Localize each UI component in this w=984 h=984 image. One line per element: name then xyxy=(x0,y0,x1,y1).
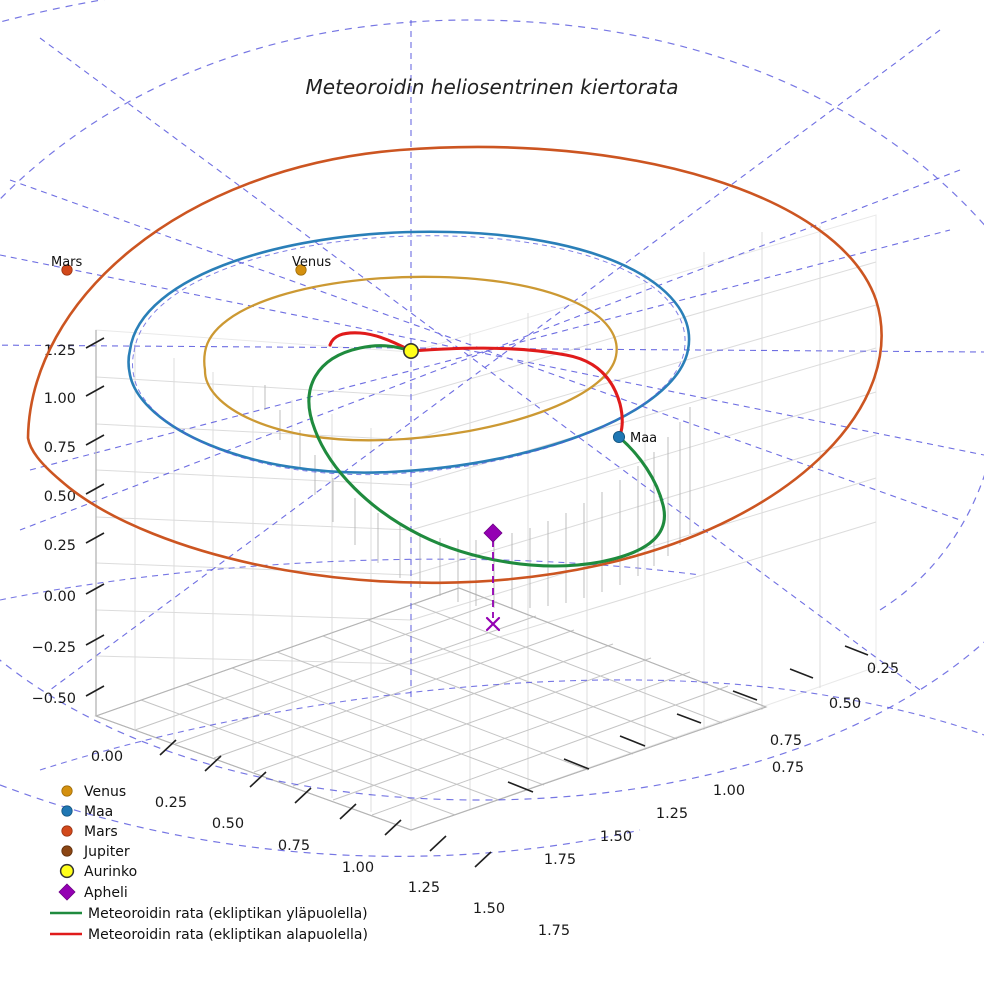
legend-item-venus[interactable]: Venus xyxy=(61,784,126,800)
venus-label: Venus xyxy=(292,255,331,270)
z-tick-labels: 1.25 1.00 0.75 0.50 0.25 0.00 −0.25 −0.5… xyxy=(32,343,76,707)
legend-label: Mars xyxy=(84,824,118,840)
y-tick-label: 1.00 xyxy=(713,783,745,799)
y-tick-labels-2: 0.75 1.00 1.25 1.50 1.75 xyxy=(544,733,802,868)
z-tick-label: 0.75 xyxy=(44,440,76,456)
legend-label: Meteoroidin rata (ekliptikan alapuolella… xyxy=(88,927,368,943)
mars-orbit xyxy=(26,145,883,585)
legend-item-meteoroid-below[interactable]: Meteoroidin rata (ekliptikan alapuolella… xyxy=(50,927,368,943)
legend-marker-apheli-icon xyxy=(58,883,76,901)
venus-orbit xyxy=(203,275,618,442)
legend-item-aurinko[interactable]: Aurinko xyxy=(59,863,138,880)
sun-marker xyxy=(402,342,419,359)
legend-label: Venus xyxy=(84,784,126,800)
right-pane-grid xyxy=(410,226,877,810)
meteoroid-orbit-above-ecliptic xyxy=(307,344,666,568)
page-title: Meteoroidin heliosentrinen kiertorata xyxy=(306,75,679,99)
z-tick-label: 0.50 xyxy=(44,489,76,505)
x-tick-label: 0.75 xyxy=(278,838,310,854)
z-tick-label: −0.50 xyxy=(32,691,76,707)
y-tick-label: 0.75 xyxy=(770,733,802,749)
legend-label: Jupiter xyxy=(83,844,130,860)
legend-label: Meteoroidin rata (ekliptikan yläpuolella… xyxy=(88,906,368,922)
x-tick-label: 1.75 xyxy=(538,923,570,939)
y-tick-label: 1.75 xyxy=(544,852,576,868)
x-tick-labels: 0.00 0.25 0.50 0.75 1.00 1.25 1.50 1.75 xyxy=(91,749,570,939)
x-tick-label: 0.50 xyxy=(212,816,244,832)
legend-marker-aurinko-icon xyxy=(59,863,75,879)
legend-item-jupiter[interactable]: Jupiter xyxy=(61,844,130,860)
z-tick-label: 0.00 xyxy=(44,589,76,605)
floor-grid xyxy=(95,587,767,831)
x-tick-label: 0.25 xyxy=(155,795,187,811)
mars-label: Mars xyxy=(51,255,83,270)
left-pane-grid xyxy=(95,344,412,812)
earth-label: Maa xyxy=(630,431,657,446)
legend: Venus Maa Mars Jupiter Aurinko Apheli xyxy=(50,784,368,943)
y-tick-label: 0.75 xyxy=(772,760,804,776)
legend-marker-venus-icon xyxy=(61,785,73,797)
projection-dashed-lines xyxy=(0,20,984,700)
y-tick-label: 1.50 xyxy=(600,829,632,845)
legend-label: Maa xyxy=(84,804,113,820)
meteoroid-orbit-below-ecliptic xyxy=(328,331,413,353)
legend-item-meteoroid-above[interactable]: Meteoroidin rata (ekliptikan yläpuolella… xyxy=(50,906,368,922)
x-tick-label: 0.00 xyxy=(91,749,123,765)
z-tick-label: 0.25 xyxy=(44,538,76,554)
y-tick-labels: 0.25 0.50 0.75 0.75 0.75 1.00 xyxy=(772,661,899,776)
mars-marker xyxy=(61,264,73,276)
legend-item-mars[interactable]: Mars xyxy=(61,824,118,840)
apheli-projection-x-icon xyxy=(485,616,501,632)
legend-item-apheli[interactable]: Apheli xyxy=(58,883,128,901)
legend-item-maa[interactable]: Maa xyxy=(61,804,113,820)
stem-lines xyxy=(264,385,691,609)
jupiter-orbit-extra xyxy=(0,558,984,771)
legend-marker-mars-icon xyxy=(61,825,73,837)
x-axis-ticks xyxy=(159,739,492,868)
y-tick-label: 1.25 xyxy=(656,806,688,822)
legend-label: Aurinko xyxy=(84,864,137,880)
x-tick-label: 1.25 xyxy=(408,880,440,896)
z-axis-ticks xyxy=(85,337,105,697)
x-tick-label: 1.50 xyxy=(473,901,505,917)
venus-marker xyxy=(295,264,307,276)
earth-orbit xyxy=(127,230,691,474)
jupiter-orbit xyxy=(0,0,984,857)
apheli-diamond-marker xyxy=(483,523,503,543)
y-tick-label: 0.25 xyxy=(867,661,899,677)
x-tick-label: 1.00 xyxy=(342,860,374,876)
legend-label: Apheli xyxy=(84,885,128,901)
y-axis-ticks xyxy=(507,645,869,793)
earth-marker xyxy=(612,430,626,444)
z-tick-label: 1.00 xyxy=(44,391,76,407)
meteoroid-orbit-below-ecliptic-main xyxy=(409,346,624,439)
y-tick-label: 0.50 xyxy=(829,696,861,712)
legend-marker-jupiter-icon xyxy=(61,845,73,857)
earth-orbit-dashed-projection xyxy=(132,235,686,476)
legend-marker-maa-icon xyxy=(61,805,73,817)
z-tick-label: −0.25 xyxy=(32,640,76,656)
